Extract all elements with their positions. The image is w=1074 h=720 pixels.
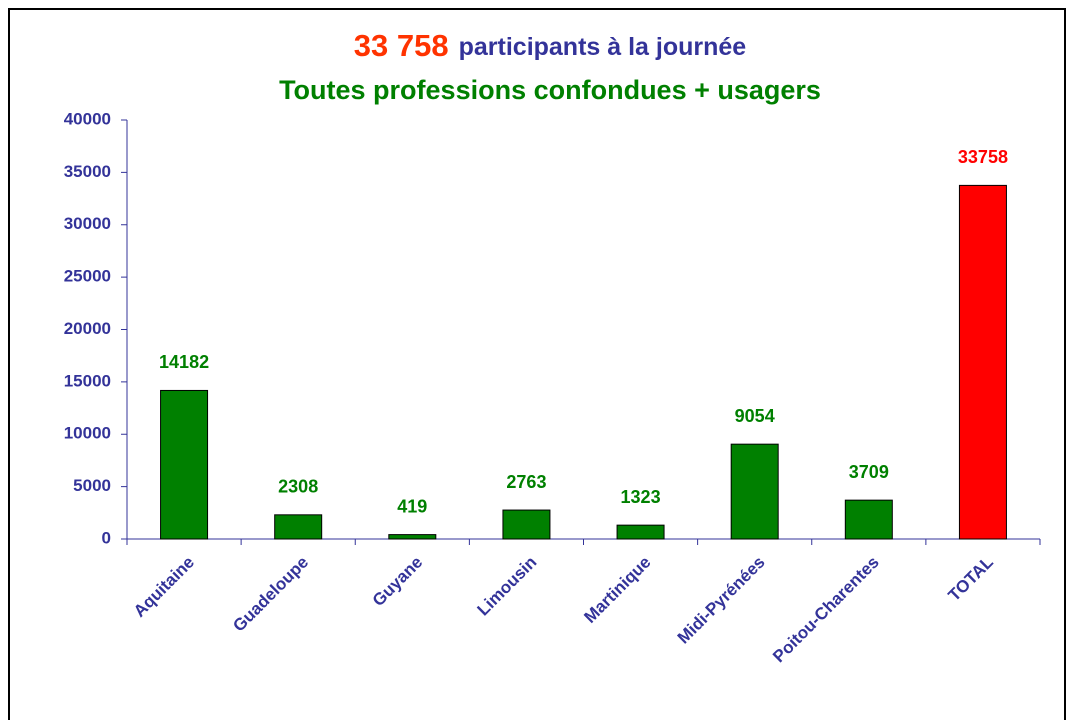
data-label: 9054: [735, 406, 775, 426]
data-label: 33758: [958, 147, 1008, 167]
y-tick-label: 10000: [64, 424, 111, 443]
data-label: 2308: [278, 477, 318, 497]
chart-subtitle: Toutes professions confondues + usagers: [279, 75, 821, 105]
data-label: 2763: [506, 472, 546, 492]
chart-title: 33 758 participants à la journée: [354, 28, 747, 63]
bar: [274, 514, 323, 540]
title-part: 33 758: [354, 28, 449, 63]
data-label: 1323: [621, 487, 661, 507]
title-part: participants à la journée: [459, 33, 747, 61]
y-tick-label: 35000: [64, 162, 111, 181]
y-tick-label: 25000: [64, 267, 111, 286]
bar: [388, 534, 437, 540]
y-tick-label: 20000: [64, 319, 111, 338]
bar: [616, 524, 665, 540]
chart-border: [8, 8, 1066, 720]
bar: [502, 509, 551, 540]
data-label: 419: [397, 496, 427, 516]
bar: [844, 499, 893, 540]
bar: [730, 443, 779, 540]
y-tick-label: 0: [102, 528, 111, 547]
bar: [958, 184, 1007, 540]
data-label: 14182: [159, 352, 209, 372]
y-tick-label: 40000: [64, 109, 111, 128]
y-tick-label: 30000: [64, 214, 111, 233]
y-tick-label: 5000: [73, 476, 111, 495]
bar: [160, 389, 209, 540]
y-tick-label: 15000: [64, 371, 111, 390]
data-label: 3709: [849, 462, 889, 482]
